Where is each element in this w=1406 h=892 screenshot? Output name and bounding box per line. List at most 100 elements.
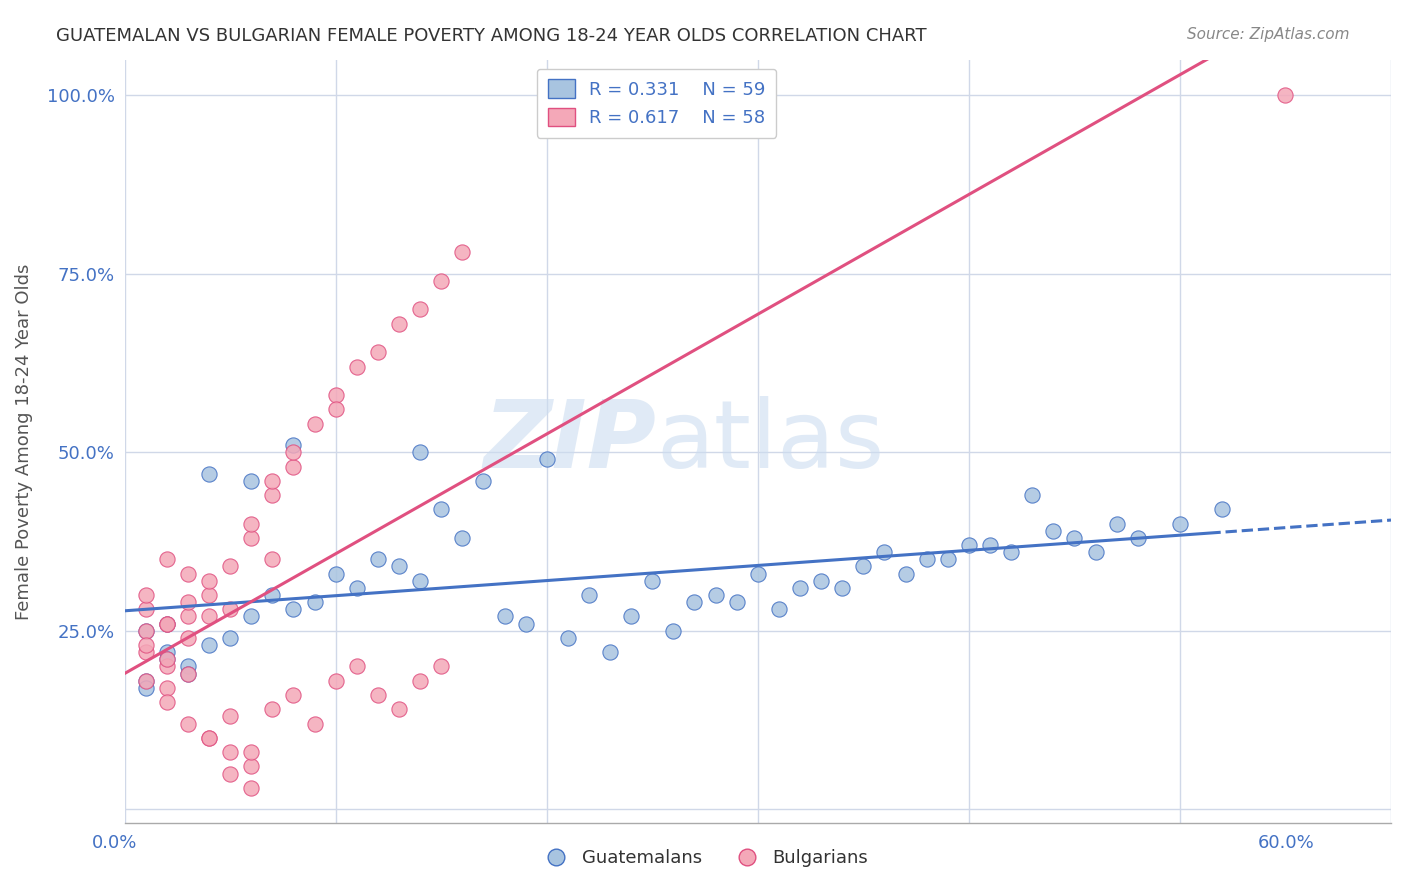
Point bbox=[262, 474, 284, 488]
Point bbox=[789, 581, 811, 595]
Point bbox=[219, 766, 242, 780]
Point bbox=[325, 402, 347, 417]
Point bbox=[409, 302, 432, 317]
Point bbox=[894, 566, 917, 581]
Point bbox=[219, 631, 242, 645]
Point bbox=[1168, 516, 1191, 531]
Point bbox=[240, 609, 263, 624]
Point bbox=[219, 745, 242, 759]
Point bbox=[283, 438, 305, 452]
Y-axis label: Female Poverty Among 18-24 Year Olds: Female Poverty Among 18-24 Year Olds bbox=[15, 263, 32, 620]
Point bbox=[1000, 545, 1022, 559]
Point bbox=[325, 566, 347, 581]
Point bbox=[177, 666, 200, 681]
Point bbox=[198, 467, 221, 481]
Point bbox=[536, 452, 558, 467]
Point bbox=[472, 474, 495, 488]
Point bbox=[346, 581, 368, 595]
Point bbox=[177, 716, 200, 731]
Point bbox=[177, 666, 200, 681]
Point bbox=[304, 595, 326, 609]
Text: GUATEMALAN VS BULGARIAN FEMALE POVERTY AMONG 18-24 YEAR OLDS CORRELATION CHART: GUATEMALAN VS BULGARIAN FEMALE POVERTY A… bbox=[56, 27, 927, 45]
Point bbox=[135, 673, 157, 688]
Point bbox=[177, 595, 200, 609]
Point bbox=[156, 552, 179, 566]
Point bbox=[852, 559, 875, 574]
Point bbox=[1211, 502, 1233, 516]
Point bbox=[494, 609, 516, 624]
Point bbox=[620, 609, 643, 624]
Point bbox=[135, 681, 157, 695]
Point bbox=[135, 624, 157, 638]
Point bbox=[810, 574, 832, 588]
Text: atlas: atlas bbox=[657, 395, 884, 488]
Point bbox=[936, 552, 959, 566]
Point bbox=[135, 638, 157, 652]
Point bbox=[156, 695, 179, 709]
Point bbox=[451, 531, 474, 545]
Point bbox=[283, 602, 305, 616]
Point bbox=[725, 595, 748, 609]
Point bbox=[430, 502, 453, 516]
Point bbox=[135, 673, 157, 688]
Text: ZIP: ZIP bbox=[484, 395, 657, 488]
Point bbox=[135, 645, 157, 659]
Point bbox=[515, 616, 537, 631]
Point bbox=[979, 538, 1001, 552]
Point bbox=[198, 574, 221, 588]
Point bbox=[1105, 516, 1128, 531]
Point bbox=[262, 588, 284, 602]
Point bbox=[283, 459, 305, 474]
Point bbox=[262, 552, 284, 566]
Point bbox=[304, 716, 326, 731]
Point bbox=[156, 616, 179, 631]
Legend: Guatemalans, Bulgarians: Guatemalans, Bulgarians bbox=[531, 842, 875, 874]
Point bbox=[388, 702, 411, 716]
Point bbox=[219, 709, 242, 723]
Point bbox=[704, 588, 727, 602]
Point bbox=[430, 659, 453, 673]
Point bbox=[240, 516, 263, 531]
Point bbox=[1084, 545, 1107, 559]
Point bbox=[219, 559, 242, 574]
Text: 0.0%: 0.0% bbox=[91, 834, 136, 852]
Point bbox=[177, 609, 200, 624]
Point bbox=[325, 673, 347, 688]
Point bbox=[346, 359, 368, 374]
Text: 60.0%: 60.0% bbox=[1258, 834, 1315, 852]
Point bbox=[1126, 531, 1149, 545]
Legend: R = 0.331    N = 59, R = 0.617    N = 58: R = 0.331 N = 59, R = 0.617 N = 58 bbox=[537, 69, 776, 138]
Point bbox=[599, 645, 621, 659]
Point bbox=[135, 588, 157, 602]
Point bbox=[388, 559, 411, 574]
Point bbox=[177, 631, 200, 645]
Point bbox=[409, 574, 432, 588]
Point bbox=[451, 245, 474, 260]
Point bbox=[388, 317, 411, 331]
Point bbox=[957, 538, 980, 552]
Point bbox=[325, 388, 347, 402]
Point bbox=[240, 759, 263, 773]
Point bbox=[367, 345, 389, 359]
Point bbox=[662, 624, 685, 638]
Point bbox=[240, 745, 263, 759]
Point bbox=[156, 616, 179, 631]
Point bbox=[240, 531, 263, 545]
Point bbox=[198, 638, 221, 652]
Point bbox=[198, 731, 221, 745]
Point bbox=[430, 274, 453, 288]
Point bbox=[1274, 88, 1296, 103]
Point bbox=[262, 488, 284, 502]
Point bbox=[367, 688, 389, 702]
Point bbox=[198, 588, 221, 602]
Point bbox=[557, 631, 579, 645]
Point bbox=[683, 595, 706, 609]
Point bbox=[304, 417, 326, 431]
Point bbox=[198, 731, 221, 745]
Point bbox=[135, 624, 157, 638]
Point bbox=[156, 659, 179, 673]
Text: Source: ZipAtlas.com: Source: ZipAtlas.com bbox=[1187, 27, 1350, 42]
Point bbox=[240, 780, 263, 795]
Point bbox=[156, 616, 179, 631]
Point bbox=[367, 552, 389, 566]
